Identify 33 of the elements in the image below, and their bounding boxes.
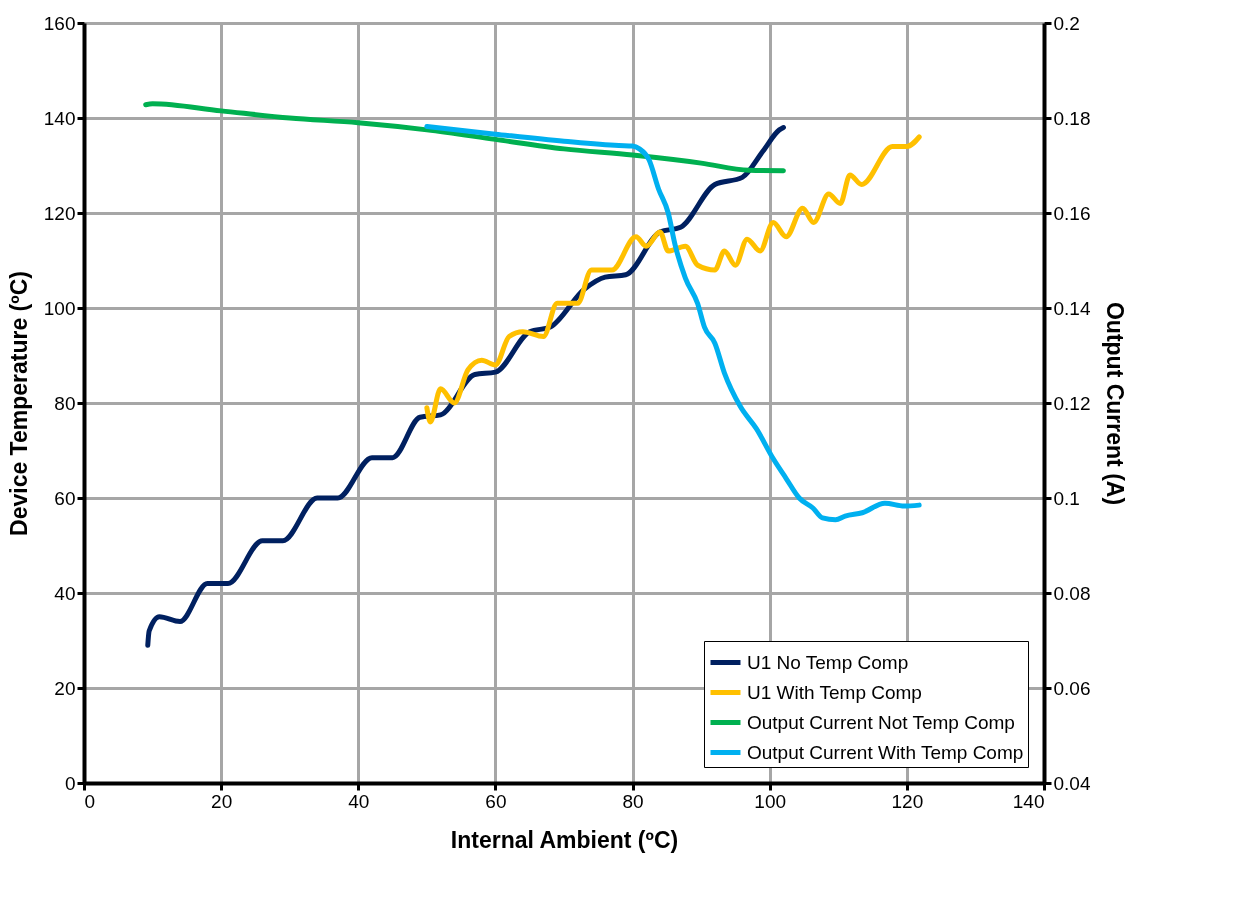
- y-tick-label: 60: [54, 487, 76, 509]
- y-tick-label: 140: [43, 107, 76, 129]
- x-tick-label: 60: [485, 790, 507, 812]
- y2-tick-label: 0.12: [1053, 392, 1091, 414]
- y2-tick-label: 0.2: [1053, 12, 1080, 34]
- legend-label: Output Current With Temp Comp: [747, 741, 1024, 763]
- y-tick-label: 160: [43, 12, 76, 34]
- y2-tick-label: 0.08: [1053, 582, 1091, 604]
- legend-label: U1 No Temp Comp: [747, 651, 909, 673]
- y2-tick-label: 0.16: [1053, 202, 1091, 224]
- y2-tick-label: 0.18: [1053, 107, 1091, 129]
- legend-label: U1 With Temp Comp: [747, 681, 922, 703]
- x-tick-label: 40: [348, 790, 370, 812]
- y-tick-label: 0: [64, 772, 76, 794]
- x-tick-label: 0: [84, 790, 96, 812]
- x-tick-label: 80: [622, 790, 644, 812]
- y-tick-label: 40: [54, 582, 76, 604]
- y-tick-label: 100: [43, 297, 76, 319]
- y-axis-title: Device Temperature (ºC): [5, 271, 32, 536]
- y-tick-label: 120: [43, 202, 76, 224]
- y2-tick-label: 0.14: [1053, 297, 1091, 319]
- y2-tick-label: 0.1: [1053, 487, 1080, 509]
- x-tick-label: 100: [754, 790, 787, 812]
- x-tick-label: 140: [1012, 790, 1045, 812]
- x-tick-label: 20: [211, 790, 233, 812]
- y2-tick-label: 0.04: [1053, 772, 1091, 794]
- x-tick-label: 120: [891, 790, 924, 812]
- y-tick-label: 80: [54, 392, 76, 414]
- y-tick-label: 20: [54, 677, 76, 699]
- y2-tick-label: 0.06: [1053, 677, 1091, 699]
- y2-axis-title: Output Current (A): [1102, 301, 1129, 506]
- x-axis-title: Internal Ambient (ºC): [450, 826, 679, 853]
- legend-label: Output Current Not Temp Comp: [747, 711, 1015, 733]
